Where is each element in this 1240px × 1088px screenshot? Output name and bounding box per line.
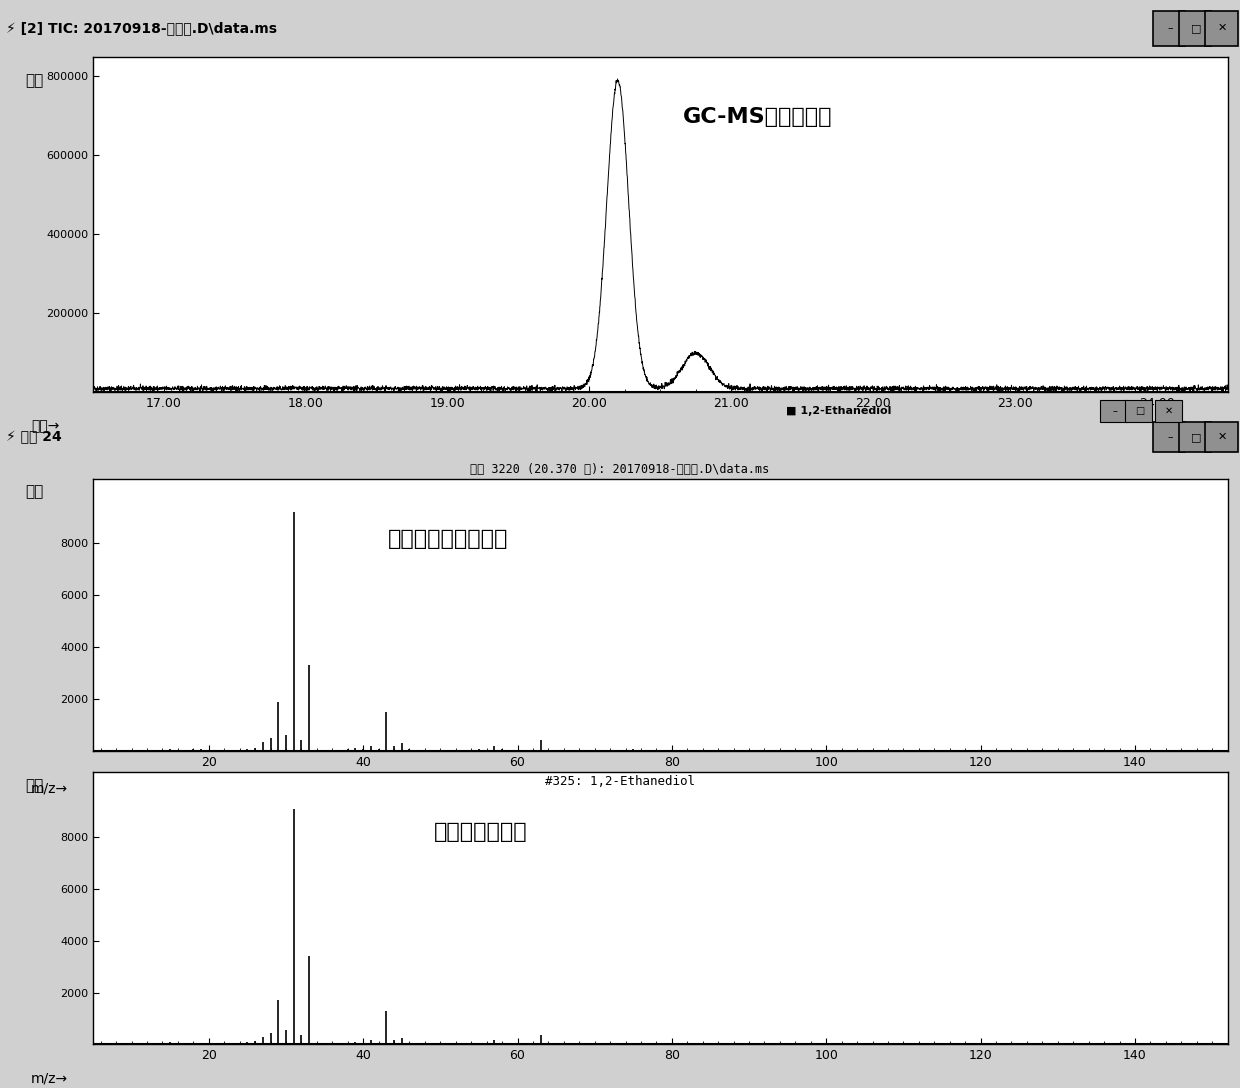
Bar [1153,422,1185,452]
Text: ⚡ 窗口 24: ⚡ 窗口 24 [6,430,62,444]
Text: ⚡ [2] TIC: 20170918-乙二醇.D\data.ms: ⚡ [2] TIC: 20170918-乙二醇.D\data.ms [6,22,278,35]
Text: GC-MS的乙二醇峰: GC-MS的乙二醇峰 [683,107,832,127]
Bar [1179,11,1211,46]
Text: 时间→: 时间→ [31,419,60,433]
Text: #325: 1,2-Ethanediol: #325: 1,2-Ethanediol [546,775,694,788]
Text: 乙二醇产物的质谱峰: 乙二醇产物的质谱峰 [388,529,508,548]
Text: 丰度: 丰度 [25,484,43,499]
Text: ✕: ✕ [1218,23,1228,34]
Bar [1205,422,1238,452]
Text: ✕: ✕ [1166,406,1173,416]
Text: m/z→: m/z→ [31,781,68,795]
Text: ✕: ✕ [1218,432,1228,442]
Bar [1179,422,1211,452]
Bar [1153,11,1185,46]
Text: 丰度: 丰度 [25,778,43,793]
Text: –: – [1168,432,1173,442]
Bar [1125,400,1152,422]
Text: ■ 1,2-Ethanediol: ■ 1,2-Ethanediol [786,406,892,416]
Text: 乙二醇的标准峰: 乙二醇的标准峰 [434,823,527,842]
Text: –: – [1168,23,1173,34]
Bar [1100,400,1127,422]
Text: 扫描 3220 (20.370 分): 20170918-乙二醇.D\data.ms: 扫描 3220 (20.370 分): 20170918-乙二醇.D\data.… [470,463,770,475]
Bar [1205,11,1238,46]
Text: 丰度: 丰度 [25,73,43,88]
Text: □: □ [1135,406,1145,416]
Text: □: □ [1192,23,1202,34]
Text: m/z→: m/z→ [31,1072,68,1086]
Text: □: □ [1192,432,1202,442]
Bar [1154,400,1182,422]
Text: –: – [1112,406,1117,416]
